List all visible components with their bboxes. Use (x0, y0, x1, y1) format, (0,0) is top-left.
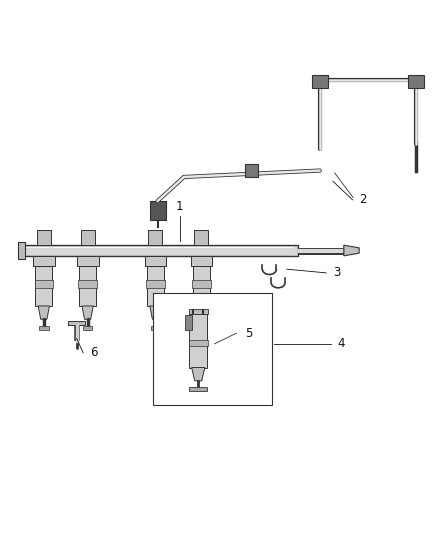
Bar (35, 266, 52, 306)
Polygon shape (196, 306, 207, 319)
Bar (197, 326, 206, 330)
Bar (150, 201, 166, 220)
Bar (22, 245, 298, 256)
Bar (189, 309, 208, 314)
Bar (151, 326, 160, 330)
Text: 4: 4 (337, 337, 345, 350)
Polygon shape (344, 245, 359, 256)
Bar (78, 280, 97, 288)
Bar (153, 293, 272, 405)
Bar (148, 230, 162, 245)
Bar (146, 280, 165, 288)
Text: 3: 3 (333, 266, 340, 279)
Bar (39, 326, 49, 330)
Polygon shape (192, 368, 205, 381)
Polygon shape (38, 306, 49, 319)
Bar (191, 256, 212, 266)
Bar (68, 321, 85, 325)
Bar (81, 230, 95, 245)
Bar (147, 266, 164, 306)
Bar (312, 75, 328, 88)
Bar (408, 75, 424, 88)
Bar (189, 340, 208, 346)
Bar (35, 280, 53, 288)
Bar (190, 387, 207, 391)
Bar (185, 315, 192, 330)
Bar (245, 164, 258, 177)
Bar (79, 266, 96, 306)
Text: 2: 2 (359, 193, 367, 206)
Bar (193, 266, 210, 306)
Bar (77, 256, 99, 266)
Bar (83, 326, 92, 330)
Polygon shape (82, 306, 93, 319)
Bar (192, 280, 211, 288)
Text: 5: 5 (245, 327, 253, 340)
Polygon shape (150, 306, 161, 319)
Text: 1: 1 (176, 200, 184, 213)
Bar (194, 230, 208, 245)
Bar (33, 256, 55, 266)
Bar (18, 242, 25, 259)
Bar (190, 314, 207, 368)
Text: 6: 6 (90, 346, 97, 359)
Bar (37, 230, 51, 245)
Bar (145, 256, 166, 266)
